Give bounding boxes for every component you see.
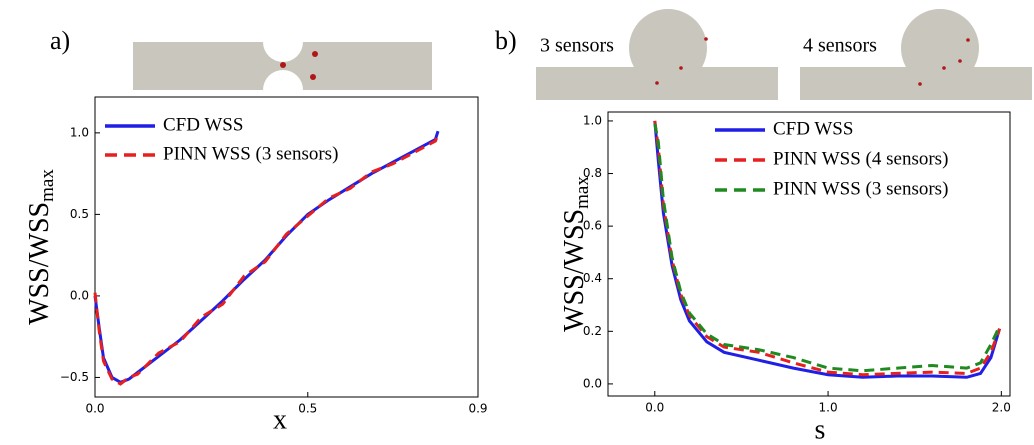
legend-label: PINN WSS (4 sensors) xyxy=(773,148,948,169)
y-axis-label: WSS/WSSmax xyxy=(559,176,593,332)
sensor xyxy=(918,82,922,86)
y-axis-label-main: WSS/WSS xyxy=(559,209,590,332)
y-tick-label: 0.0 xyxy=(583,376,602,390)
y-tick-label: 1.0 xyxy=(70,125,89,139)
sensor xyxy=(310,74,316,80)
x-tick-label: 0.5 xyxy=(298,402,317,416)
x-tick-label: 0.9 xyxy=(468,402,487,416)
series-line xyxy=(93,130,440,384)
legend-label: PINN WSS (3 sensors) xyxy=(163,143,338,164)
x-axis-label: s xyxy=(815,414,826,445)
panel-label: b) xyxy=(495,26,517,55)
y-axis-label-sub: max xyxy=(572,176,593,209)
sensor xyxy=(704,37,708,41)
plot-frame xyxy=(607,111,1011,397)
sensor xyxy=(966,38,970,42)
y-tick-label: −0.5 xyxy=(60,370,89,384)
y-axis-label: WSS/WSSmax xyxy=(24,169,58,325)
y-tick-label: 0.5 xyxy=(70,207,89,221)
x-axis-label: x xyxy=(273,404,287,435)
inset-label: 4 sensors xyxy=(803,35,877,57)
y-axis-label-main: WSS/WSS xyxy=(24,202,55,325)
legend-label: CFD WSS xyxy=(773,118,853,139)
y-tick-label: 0.4 xyxy=(583,271,602,285)
sensor xyxy=(679,66,683,70)
geometry-b3-bulb xyxy=(629,9,707,87)
y-tick-label: 0.6 xyxy=(583,219,602,233)
inset-label: 3 sensors xyxy=(540,35,614,57)
legend-label: CFD WSS xyxy=(163,114,243,135)
geometry-b4-bulb xyxy=(901,9,979,87)
y-tick-label: 0.8 xyxy=(583,166,602,180)
sensor xyxy=(958,59,962,63)
sensor xyxy=(312,51,318,57)
sensor xyxy=(280,62,286,68)
x-tick-label: 0.0 xyxy=(85,402,104,416)
sensor xyxy=(942,66,946,70)
panel-label: a) xyxy=(50,26,70,55)
legend-label: PINN WSS (3 sensors) xyxy=(773,178,948,199)
x-tick-label: 2.0 xyxy=(992,401,1011,415)
series-line xyxy=(653,123,1001,373)
x-tick-label: 0.0 xyxy=(645,401,664,415)
y-tick-label: 0.2 xyxy=(583,324,602,338)
y-tick-label: 0.0 xyxy=(70,288,89,302)
y-axis-label-sub: max xyxy=(37,169,58,202)
sensor xyxy=(655,81,659,85)
series-line xyxy=(93,133,440,386)
plot-frame xyxy=(94,96,479,398)
y-tick-label: 1.0 xyxy=(583,113,602,127)
x-tick-label: 1.0 xyxy=(819,401,838,415)
